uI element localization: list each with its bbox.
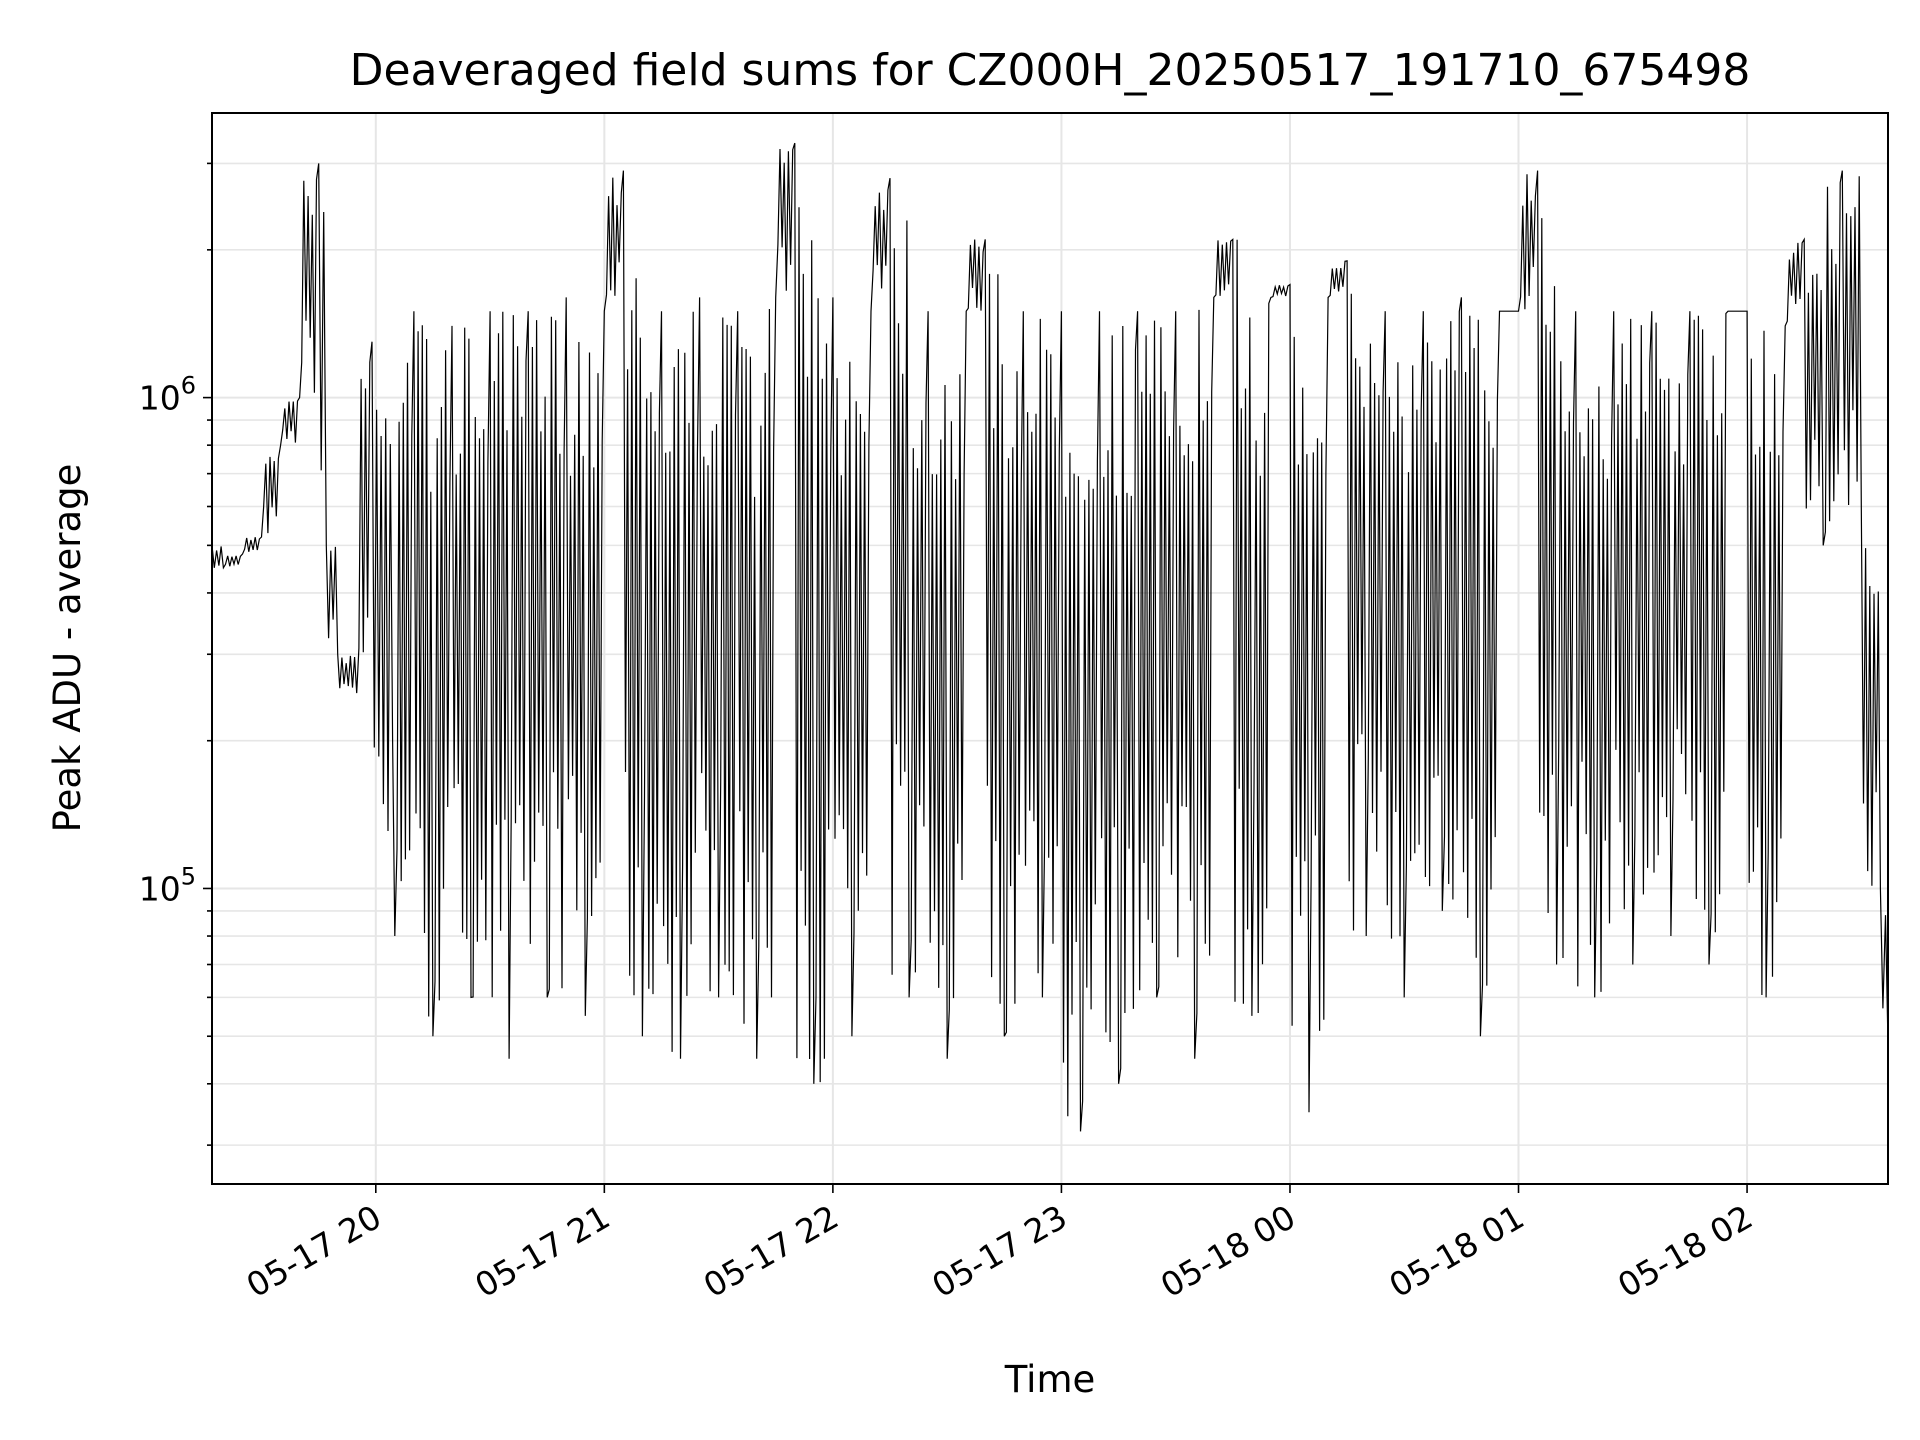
y-tick-label: 106: [139, 372, 196, 418]
series-line: [212, 142, 1888, 1132]
y-axis-label: Peak ADU - average: [46, 464, 89, 833]
chart-title: Deaveraged field sums for CZ000H_2025051…: [350, 45, 1751, 96]
plot-frame: [211, 112, 1889, 1185]
x-axis-label: Time: [1004, 1358, 1096, 1401]
plot-area: [212, 142, 1888, 1132]
y-axis: 105 106: [139, 162, 212, 1146]
y-tick-label: 105: [139, 862, 196, 908]
